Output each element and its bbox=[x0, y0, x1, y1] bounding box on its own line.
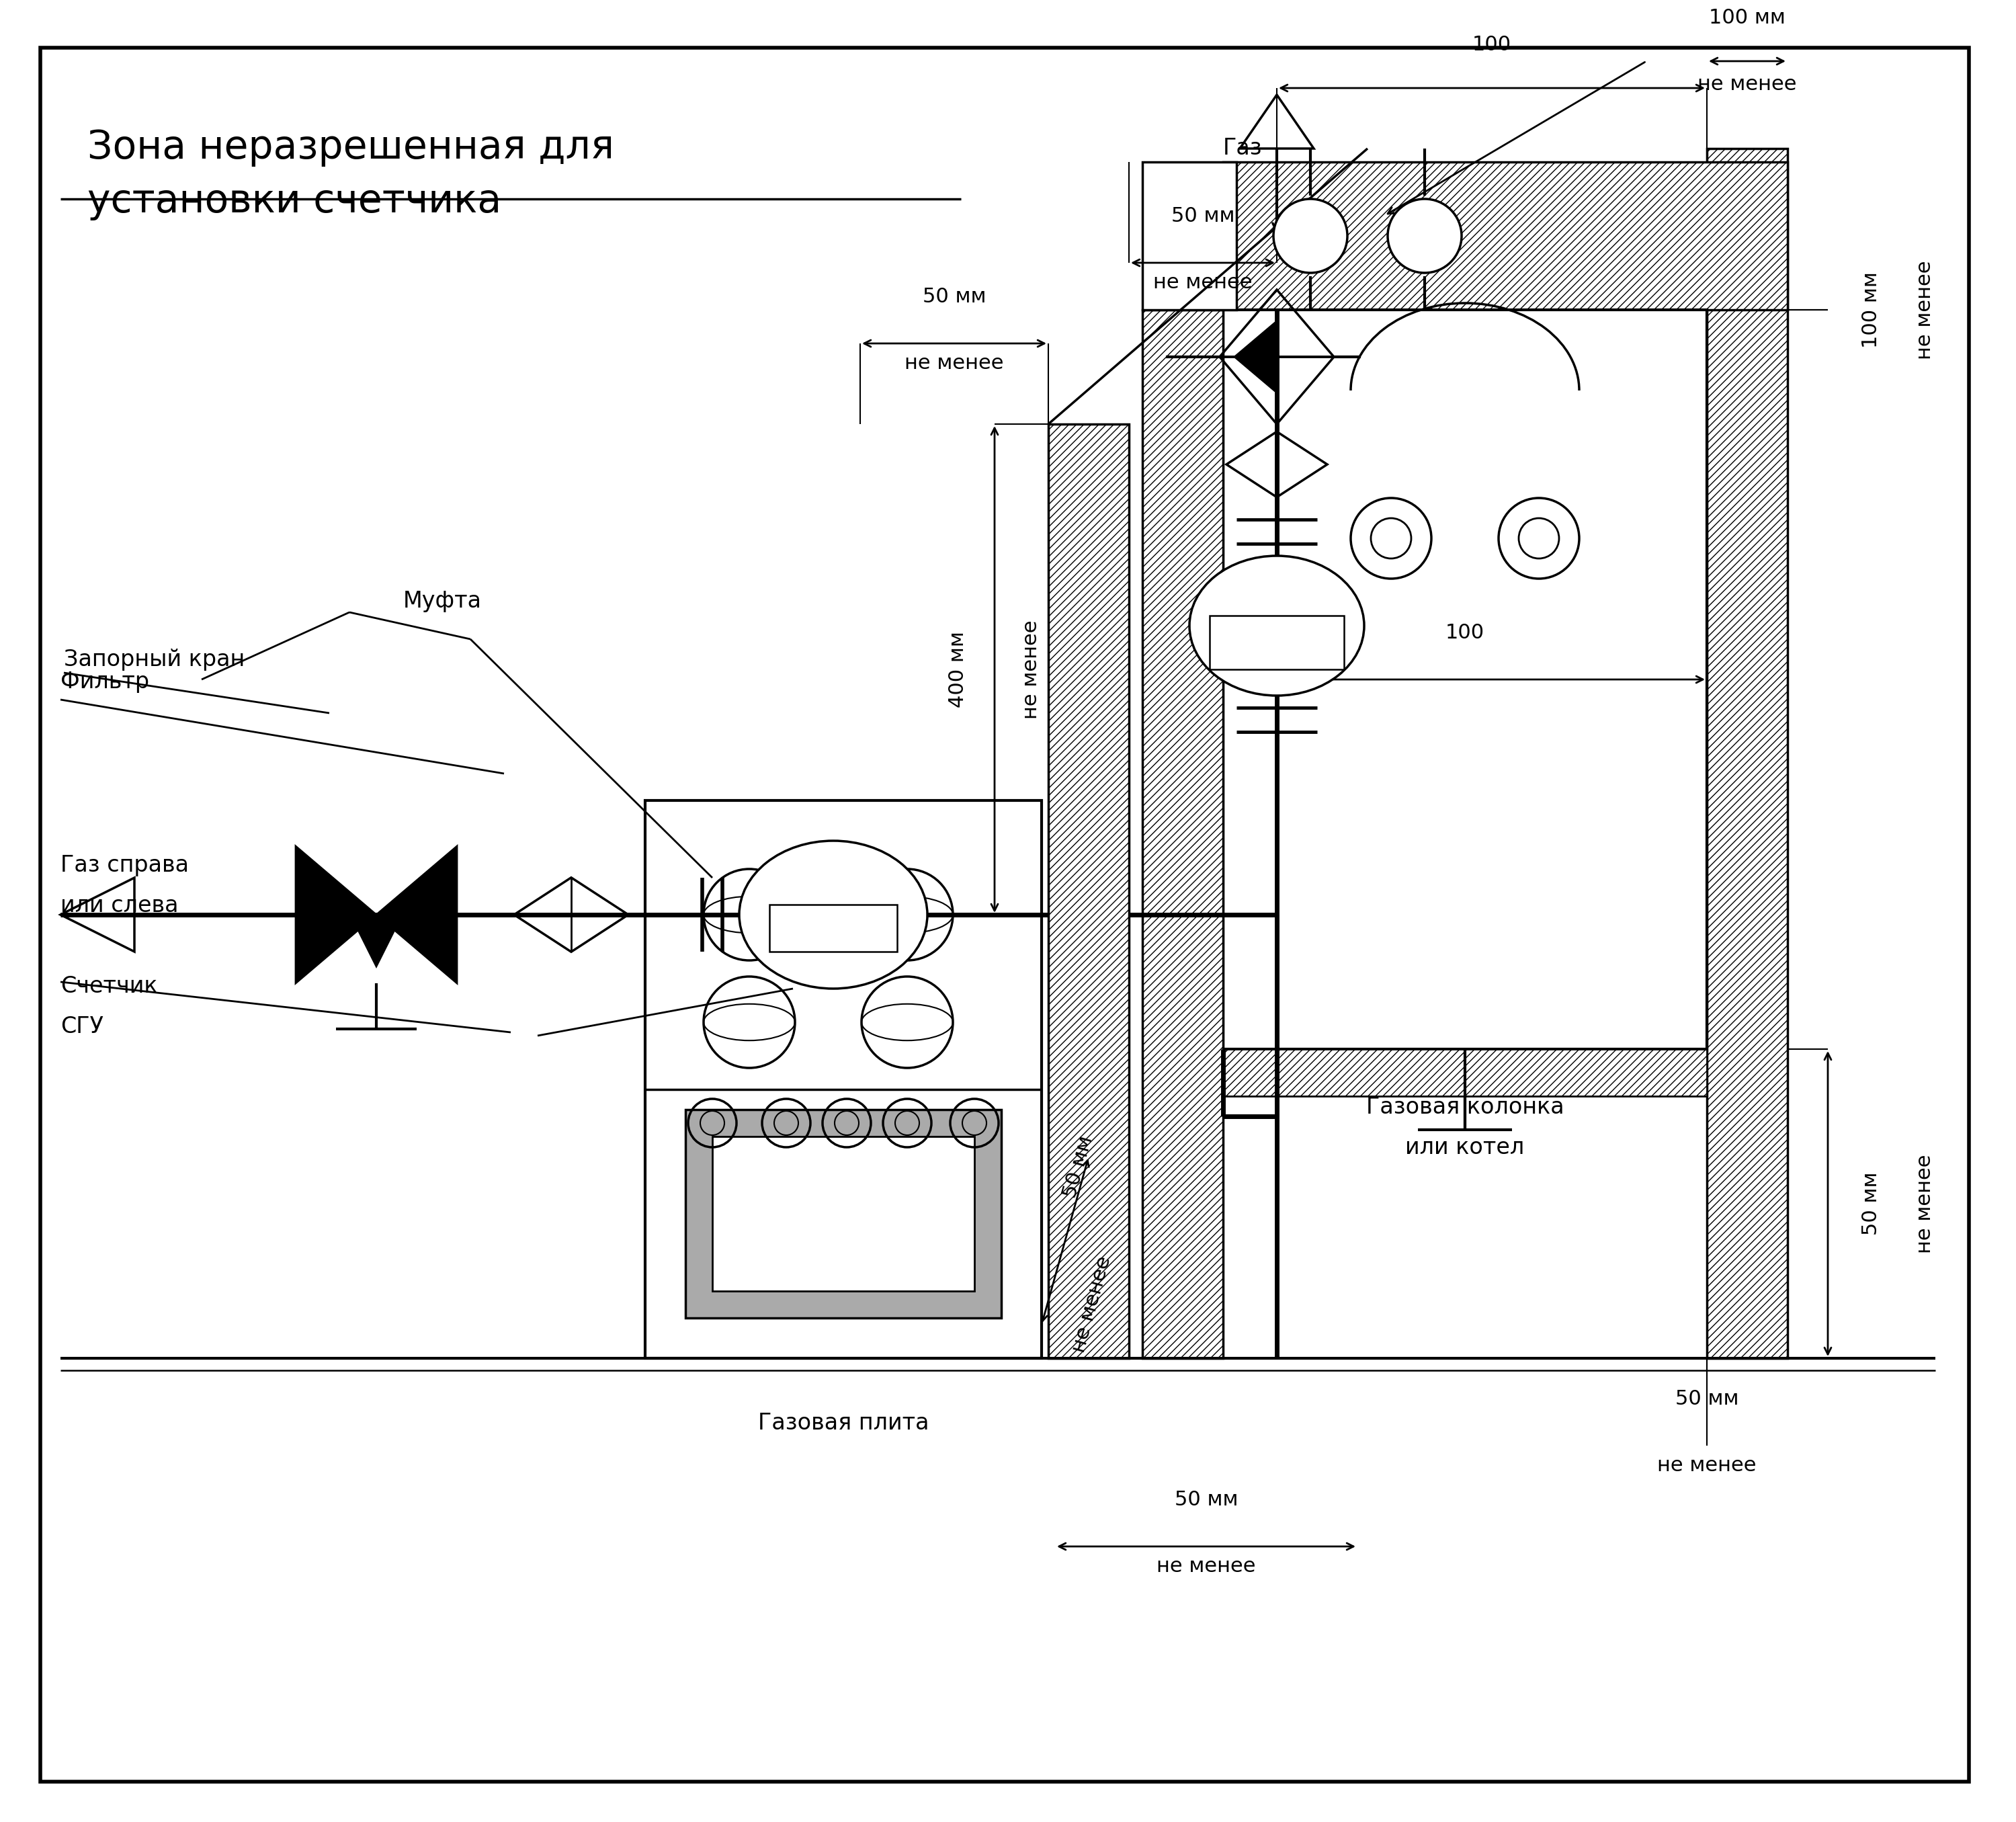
Text: или котел: или котел bbox=[1405, 1137, 1524, 1159]
Text: Газ справа: Газ справа bbox=[60, 855, 190, 876]
Text: не менее: не менее bbox=[1157, 1556, 1256, 1576]
Bar bbox=[1048, 425, 1129, 1357]
Bar bbox=[685, 1110, 1002, 1317]
Text: установки счетчика: установки счетчика bbox=[87, 182, 502, 220]
Text: Муфта: Муфта bbox=[403, 590, 482, 612]
Bar bbox=[1210, 616, 1345, 669]
Text: 50 мм: 50 мм bbox=[1171, 206, 1234, 226]
Polygon shape bbox=[296, 845, 377, 984]
Text: 100 мм: 100 мм bbox=[1710, 7, 1786, 27]
Text: 50 мм: 50 мм bbox=[923, 288, 986, 306]
Text: Газовая колонка: Газовая колонка bbox=[1367, 1097, 1564, 1119]
Text: или слева: или слева bbox=[60, 895, 177, 916]
Text: не менее: не менее bbox=[1915, 1153, 1935, 1254]
Text: сгу: сгу bbox=[818, 887, 849, 906]
Text: не менее: не менее bbox=[1153, 273, 1252, 292]
Text: Зона неразрешенная для: Зона неразрешенная для bbox=[87, 128, 615, 166]
Bar bbox=[1143, 310, 1224, 1357]
Text: 50 мм: 50 мм bbox=[1175, 1490, 1238, 1509]
Polygon shape bbox=[1234, 321, 1276, 394]
Text: Газ: Газ bbox=[1224, 137, 1262, 160]
Text: Счетчик: Счетчик bbox=[60, 975, 157, 997]
Text: сгу: сгу bbox=[1262, 596, 1292, 616]
Ellipse shape bbox=[1189, 556, 1365, 696]
Ellipse shape bbox=[740, 840, 927, 989]
Text: Фильтр: Фильтр bbox=[60, 670, 149, 692]
Bar bbox=[712, 1137, 974, 1292]
Bar bbox=[645, 800, 1042, 1357]
Text: 400 мм: 400 мм bbox=[948, 630, 968, 707]
Text: 100: 100 bbox=[1472, 35, 1512, 55]
Text: 50 мм: 50 мм bbox=[1675, 1388, 1738, 1408]
Bar bbox=[770, 904, 897, 951]
Circle shape bbox=[1274, 199, 1347, 273]
Bar bbox=[1224, 1049, 1708, 1097]
Bar bbox=[1224, 310, 1708, 1049]
Polygon shape bbox=[349, 915, 403, 969]
Text: 50 мм: 50 мм bbox=[1861, 1172, 1881, 1235]
Text: 100: 100 bbox=[1445, 623, 1484, 643]
Text: 100 мм: 100 мм bbox=[1861, 271, 1881, 348]
Polygon shape bbox=[377, 845, 458, 984]
Bar bbox=[1224, 162, 1788, 310]
Text: не менее: не менее bbox=[1022, 619, 1040, 720]
Text: не менее: не менее bbox=[1068, 1254, 1115, 1356]
Text: не менее: не менее bbox=[905, 353, 1004, 374]
Bar bbox=[1708, 149, 1788, 1357]
Text: Газовая плита: Газовая плита bbox=[758, 1412, 929, 1434]
Text: СГУ: СГУ bbox=[60, 1015, 103, 1039]
Text: не менее: не менее bbox=[1657, 1456, 1756, 1476]
Bar bbox=[1143, 162, 1236, 310]
Circle shape bbox=[1387, 199, 1462, 273]
Text: Запорный кран: Запорный кран bbox=[65, 649, 244, 670]
Text: 50 мм: 50 мм bbox=[1060, 1133, 1097, 1201]
Text: не менее: не менее bbox=[1915, 261, 1935, 359]
Text: не менее: не менее bbox=[1697, 75, 1796, 95]
